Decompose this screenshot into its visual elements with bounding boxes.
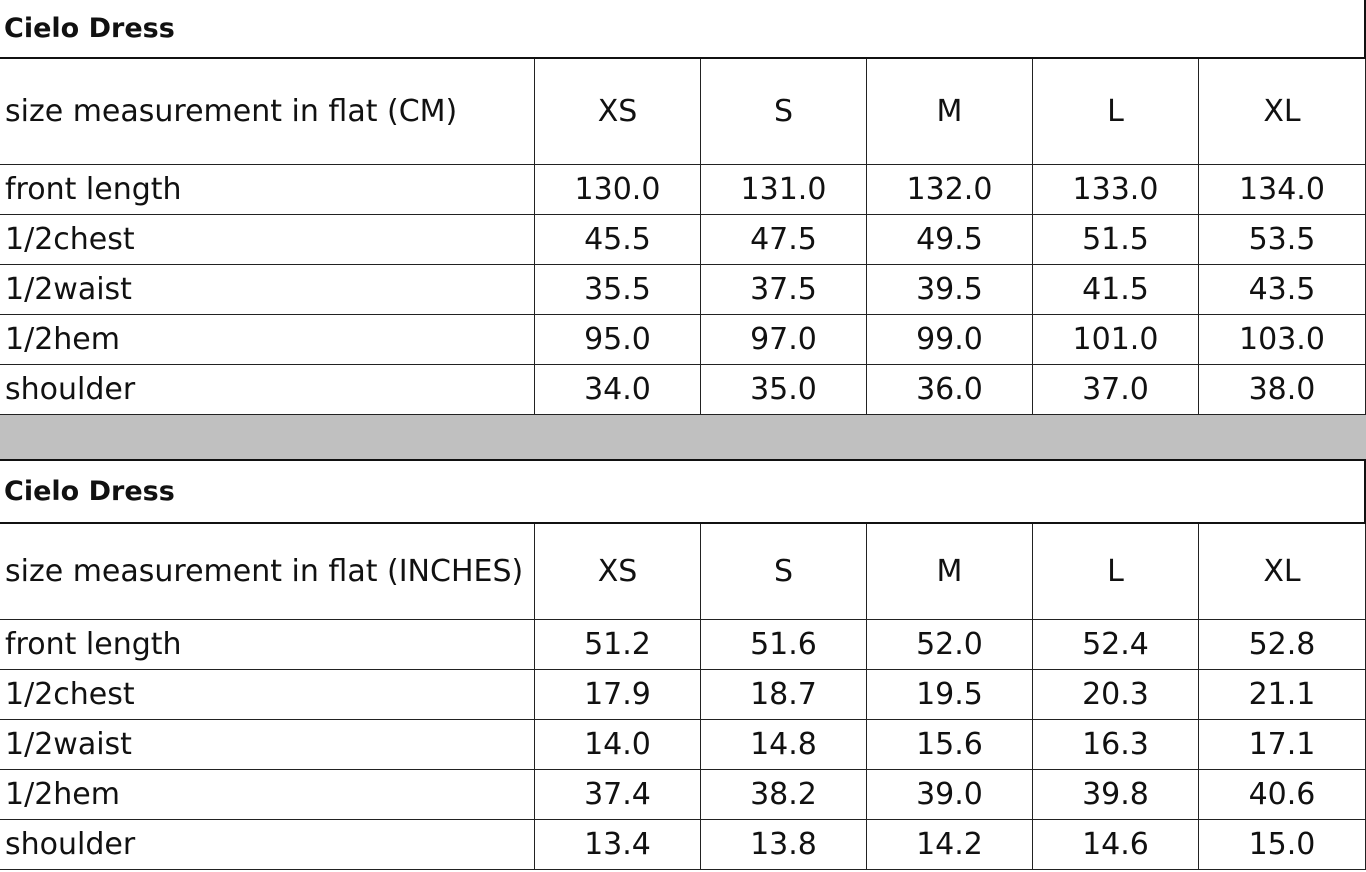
- measurement: 45.5: [535, 215, 701, 265]
- row-label: 1/2waist: [0, 720, 535, 770]
- measurement: 53.5: [1199, 215, 1366, 265]
- size-header: L: [1033, 524, 1199, 620]
- table-title: Cielo Dress: [0, 461, 1366, 524]
- measurement: 35.5: [535, 265, 701, 315]
- measurement: 14.6: [1033, 820, 1199, 870]
- measurement: 17.9: [535, 670, 701, 720]
- measurement: 35.0: [701, 365, 867, 415]
- size-header: L: [1033, 59, 1199, 165]
- row-label: shoulder: [0, 820, 535, 870]
- measurement: 19.5: [867, 670, 1033, 720]
- measurement: 51.2: [535, 620, 701, 670]
- measurement: 39.8: [1033, 770, 1199, 820]
- size-header: XL: [1199, 59, 1366, 165]
- measurement: 34.0: [535, 365, 701, 415]
- measurement: 21.1: [1199, 670, 1366, 720]
- measurement: 37.4: [535, 770, 701, 820]
- separator-band: [0, 414, 1366, 461]
- measurement: 36.0: [867, 365, 1033, 415]
- row-label: 1/2hem: [0, 315, 535, 365]
- row-label: 1/2waist: [0, 265, 535, 315]
- size-header: S: [701, 59, 867, 165]
- row-label: 1/2chest: [0, 670, 535, 720]
- measurement: 99.0: [867, 315, 1033, 365]
- measurement: 41.5: [1033, 265, 1199, 315]
- measurement: 130.0: [535, 165, 701, 215]
- header-label: size measurement in flat (CM): [0, 59, 535, 165]
- size-header: XS: [535, 59, 701, 165]
- measurement: 39.0: [867, 770, 1033, 820]
- measurement: 15.6: [867, 720, 1033, 770]
- measurement: 103.0: [1199, 315, 1366, 365]
- measurement: 20.3: [1033, 670, 1199, 720]
- row-label: front length: [0, 165, 535, 215]
- size-header: XS: [535, 524, 701, 620]
- measurement: 47.5: [701, 215, 867, 265]
- size-header: S: [701, 524, 867, 620]
- header-label: size measurement in flat (INCHES): [0, 524, 535, 620]
- size-header: M: [867, 524, 1033, 620]
- measurement: 16.3: [1033, 720, 1199, 770]
- measurement: 39.5: [867, 265, 1033, 315]
- measurement: 43.5: [1199, 265, 1366, 315]
- measurement: 40.6: [1199, 770, 1366, 820]
- table-title: Cielo Dress: [0, 0, 1366, 59]
- measurement: 14.0: [535, 720, 701, 770]
- measurement: 52.0: [867, 620, 1033, 670]
- measurement: 37.0: [1033, 365, 1199, 415]
- measurement: 49.5: [867, 215, 1033, 265]
- measurement: 52.8: [1199, 620, 1366, 670]
- measurement: 95.0: [535, 315, 701, 365]
- measurement: 18.7: [701, 670, 867, 720]
- row-label: front length: [0, 620, 535, 670]
- row-label: shoulder: [0, 365, 535, 415]
- measurement: 51.6: [701, 620, 867, 670]
- measurement: 38.0: [1199, 365, 1366, 415]
- measurement: 38.2: [701, 770, 867, 820]
- measurement: 14.2: [867, 820, 1033, 870]
- measurement: 13.8: [701, 820, 867, 870]
- measurement: 51.5: [1033, 215, 1199, 265]
- measurement: 15.0: [1199, 820, 1366, 870]
- measurement: 101.0: [1033, 315, 1199, 365]
- size-header: M: [867, 59, 1033, 165]
- size-header: XL: [1199, 524, 1366, 620]
- row-label: 1/2chest: [0, 215, 535, 265]
- measurement: 52.4: [1033, 620, 1199, 670]
- measurement: 132.0: [867, 165, 1033, 215]
- measurement: 37.5: [701, 265, 867, 315]
- measurement: 17.1: [1199, 720, 1366, 770]
- measurement: 133.0: [1033, 165, 1199, 215]
- row-label: 1/2hem: [0, 770, 535, 820]
- measurement: 13.4: [535, 820, 701, 870]
- measurement: 14.8: [701, 720, 867, 770]
- measurement: 97.0: [701, 315, 867, 365]
- measurement: 131.0: [701, 165, 867, 215]
- measurement: 134.0: [1199, 165, 1366, 215]
